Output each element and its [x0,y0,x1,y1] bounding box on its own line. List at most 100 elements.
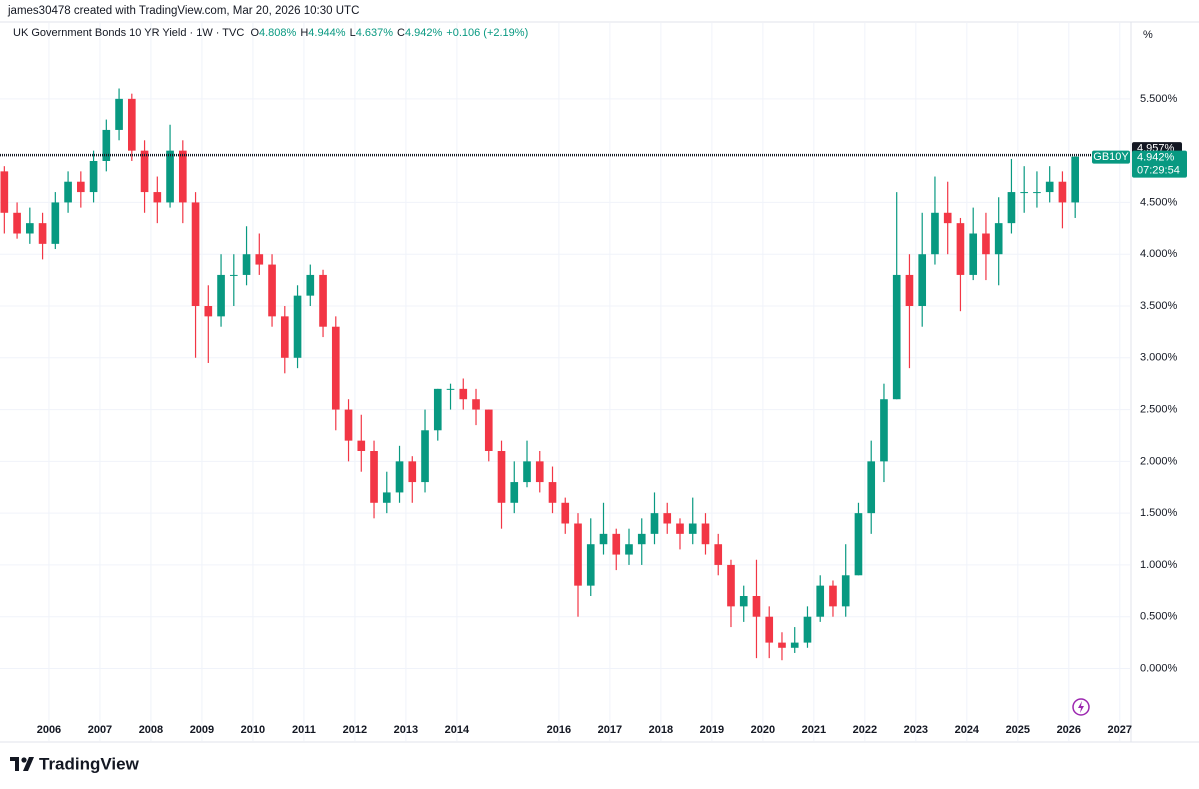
y-tick-label: 3.000% [1140,352,1178,364]
candle-body [13,212,21,234]
candle-body [140,150,149,193]
candle-body [612,533,621,555]
last-price-label: 4.942% [1137,152,1175,164]
candle-body [688,523,697,534]
candle-body [166,150,174,203]
candle-body [1020,192,1029,194]
candle-body [637,533,646,545]
candle-body [803,616,812,643]
candle-body [204,306,213,317]
candle-body [739,596,748,607]
candle-body [89,161,98,193]
candle-body [497,451,506,503]
x-tick-label: 2017 [598,724,622,736]
candle-body [38,223,47,244]
x-tick-label: 2007 [88,724,112,736]
candle-body [892,274,901,400]
candle-body [26,223,34,234]
candle-body [510,482,519,503]
header: james30478 created with TradingView.com,… [8,5,360,17]
symbol-label: GB10Y [1093,151,1129,163]
legend-value: 4.944% [308,27,346,39]
candle-body [370,451,378,503]
candle-body [854,513,863,576]
x-tick-label: 2008 [139,724,163,736]
x-tick-label: 2022 [853,724,877,736]
candle-body [931,212,939,255]
candle-body [663,513,672,524]
candle-body [115,98,123,130]
legend-key: C [397,27,405,39]
y-tick-label: 4.500% [1140,196,1178,208]
candle-body [191,202,200,306]
candle-body [943,212,952,224]
candle-body [1045,181,1054,193]
x-tick-label: 2010 [241,724,265,736]
candle-body [153,192,162,203]
logo-mark [10,757,34,771]
legend-value: 4.942% [404,27,443,39]
candle-body [969,233,978,275]
candle-body [535,461,544,483]
last-price-bg [1132,150,1187,178]
candle-body [344,409,353,441]
candle-body [867,461,876,514]
x-tick-label: 2013 [394,724,418,736]
y-tick-label: 1.500% [1140,507,1178,519]
candle-body [484,409,493,451]
x-tick-label: 2018 [649,724,673,736]
candle-body [433,388,442,431]
candle-body [319,274,327,327]
candle-body [625,544,633,555]
candle-body [472,399,480,410]
x-tick-label: 2020 [751,724,775,736]
candle-body [561,502,570,524]
candle-body [1007,192,1016,224]
candle-body [1033,192,1041,194]
symbol-label-bg [1092,150,1130,164]
candle-body [331,326,340,410]
y-tick-label: 1.000% [1140,559,1178,571]
candle-body [905,274,914,306]
alert-icon[interactable] [1072,698,1090,716]
y-tick-label: 2.000% [1140,455,1178,467]
candle-body [880,399,888,462]
candle-body [217,274,225,317]
candle-body [268,264,276,317]
legend-title: UK Government Bonds 10 YR Yield · 1W · T… [13,27,245,39]
candle-body [242,254,251,275]
candle-body [1071,156,1080,203]
legend-value: 4.808% [259,27,297,39]
x-tick-label: 2023 [904,724,928,736]
x-tick-label: 2026 [1057,724,1081,736]
candle-body [841,575,850,607]
legend-value: 4.637% [355,27,394,39]
y-tick-label: 5.500% [1140,93,1178,105]
x-tick-label: 2027 [1108,724,1132,736]
candle-body [255,254,264,265]
candle-body [76,181,85,193]
candle-body [280,316,289,358]
legend-key: L [349,27,356,39]
candle-body [650,513,659,534]
candle-body [127,98,136,151]
plot [0,23,1130,741]
x-tick-label: 2016 [547,724,571,736]
candle-body [918,254,927,306]
x-tick-label: 2012 [343,724,367,736]
countdown: 07:29:54 [1137,165,1180,177]
candle-body [1058,181,1067,203]
x-tick-label: 2021 [802,724,826,736]
candle-body [0,171,9,213]
candle-body [586,544,595,586]
axis-unit: % [1143,29,1153,41]
candle-body [714,544,723,565]
candle-body [357,440,366,451]
candle-body [701,523,710,545]
candle-body [599,533,608,545]
x-tick-label: 2009 [190,724,214,736]
candle-body [178,150,187,203]
y-tick-label: 0.500% [1140,611,1178,623]
